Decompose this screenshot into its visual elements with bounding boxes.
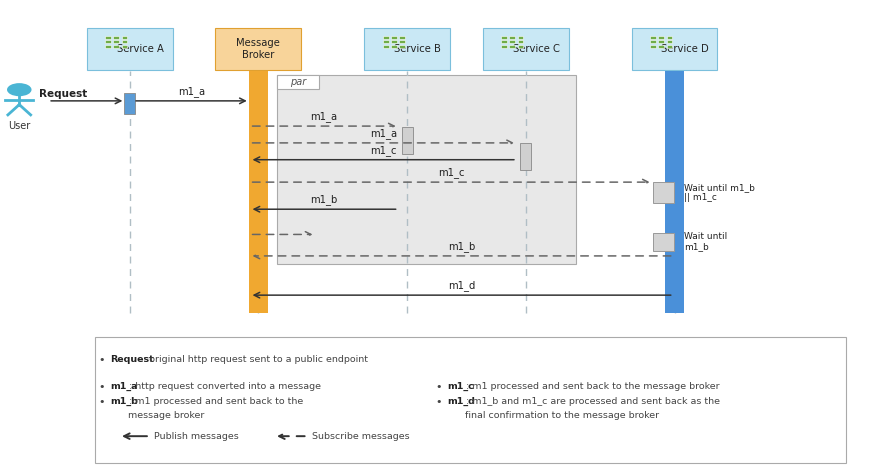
Bar: [667, 40, 672, 43]
Bar: [667, 45, 672, 48]
Text: : http request converted into a message: : http request converted into a message: [129, 382, 321, 390]
Bar: [509, 45, 515, 48]
Circle shape: [7, 83, 32, 96]
Bar: [122, 45, 127, 48]
Text: m1_c: m1_c: [370, 145, 397, 156]
Text: •: •: [98, 355, 105, 365]
Bar: [114, 45, 119, 48]
Text: : original http request sent to a public endpoint: : original http request sent to a public…: [143, 355, 368, 364]
Bar: [277, 75, 576, 264]
Bar: [277, 75, 319, 89]
Text: m1_b: m1_b: [110, 397, 138, 406]
Text: Publish messages: Publish messages: [154, 432, 239, 441]
Text: par: par: [290, 77, 306, 87]
Bar: [518, 36, 523, 39]
Bar: [518, 40, 523, 43]
Bar: [518, 45, 523, 48]
Text: m1_a: m1_a: [110, 382, 138, 391]
Bar: [501, 36, 506, 39]
Text: Request: Request: [110, 355, 154, 364]
Text: Message
Broker: Message Broker: [237, 38, 280, 60]
Bar: [383, 45, 389, 48]
Bar: [364, 28, 450, 70]
Text: m1_b: m1_b: [448, 241, 476, 252]
Bar: [105, 40, 110, 43]
Bar: [501, 40, 506, 43]
Text: final confirmation to the message broker: final confirmation to the message broker: [465, 411, 660, 420]
Text: Service A: Service A: [117, 44, 164, 54]
Text: Wait until
m1_b: Wait until m1_b: [684, 232, 727, 252]
Text: m1_a: m1_a: [178, 86, 205, 97]
Text: m1_c: m1_c: [448, 382, 475, 391]
Bar: [391, 40, 397, 43]
Text: : m1 processed and sent back to the message broker: : m1 processed and sent back to the mess…: [466, 382, 720, 390]
Text: : m1_b and m1_c are processed and sent back as the: : m1_b and m1_c are processed and sent b…: [466, 397, 720, 406]
Bar: [659, 36, 664, 39]
Bar: [483, 28, 569, 70]
Bar: [249, 71, 268, 313]
Bar: [114, 36, 119, 39]
Bar: [122, 36, 127, 39]
Bar: [650, 45, 655, 48]
Bar: [665, 71, 684, 313]
Bar: [650, 40, 655, 43]
Bar: [124, 93, 135, 114]
Text: •: •: [98, 382, 105, 391]
Bar: [122, 40, 127, 43]
Bar: [520, 143, 531, 170]
Bar: [114, 40, 119, 43]
Text: m1_b: m1_b: [310, 194, 338, 205]
Bar: [391, 45, 397, 48]
Bar: [659, 45, 664, 48]
Bar: [659, 40, 664, 43]
Bar: [653, 233, 674, 251]
Bar: [401, 127, 413, 154]
Text: m1_d: m1_d: [448, 280, 476, 291]
Bar: [383, 36, 389, 39]
Text: Service B: Service B: [394, 44, 442, 54]
Bar: [650, 36, 655, 39]
Bar: [87, 28, 173, 70]
Bar: [383, 40, 389, 43]
Text: m1_c: m1_c: [438, 167, 464, 178]
Text: : m1 processed and sent back to the: : m1 processed and sent back to the: [129, 397, 303, 406]
Bar: [509, 36, 515, 39]
Bar: [509, 40, 515, 43]
Text: •: •: [98, 397, 105, 407]
Text: m1_a: m1_a: [370, 128, 397, 139]
Text: •: •: [435, 382, 442, 391]
Bar: [105, 36, 110, 39]
Bar: [399, 40, 405, 43]
Bar: [391, 36, 397, 39]
Text: message broker: message broker: [128, 411, 204, 420]
Text: Request: Request: [39, 89, 88, 99]
Bar: [399, 36, 405, 39]
Bar: [653, 182, 674, 203]
Bar: [632, 28, 717, 70]
Text: Service C: Service C: [512, 44, 560, 54]
Text: Subscribe messages: Subscribe messages: [312, 432, 409, 441]
Bar: [105, 45, 110, 48]
Text: m1_d: m1_d: [448, 397, 476, 406]
Text: Wait until m1_b
|| m1_c: Wait until m1_b || m1_c: [684, 183, 755, 202]
Bar: [667, 36, 672, 39]
Text: User: User: [8, 121, 31, 131]
Bar: [215, 28, 301, 70]
Bar: [95, 337, 846, 463]
Text: •: •: [435, 397, 442, 407]
Text: m1_a: m1_a: [311, 111, 337, 122]
Bar: [501, 45, 506, 48]
Text: Service D: Service D: [661, 44, 709, 54]
Bar: [399, 45, 405, 48]
